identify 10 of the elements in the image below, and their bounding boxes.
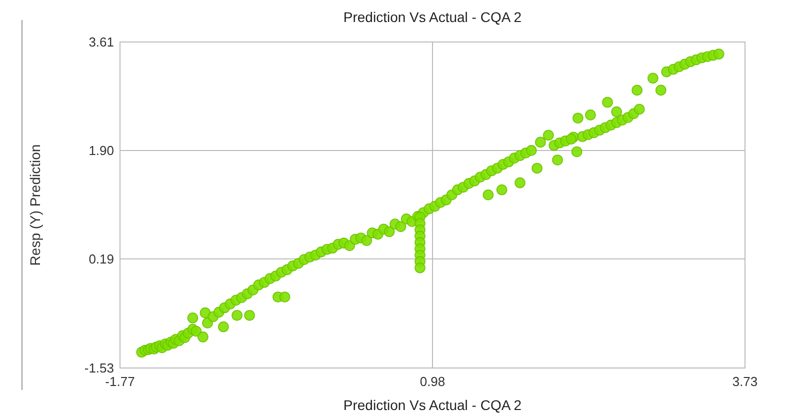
y-tick-label: 1.90: [88, 143, 114, 158]
y-axis-title: Resp (Y) Prediction: [27, 144, 43, 266]
x-tick-label: 3.73: [732, 374, 758, 389]
x-axis-title: Prediction Vs Actual - CQA 2: [343, 397, 522, 413]
y-tick-label: 0.19: [88, 251, 114, 266]
chart-title: Prediction Vs Actual - CQA 2: [343, 9, 522, 25]
y-tick-label: 3.61: [88, 34, 114, 50]
x-tick-label: 0.98: [420, 374, 446, 389]
x-tick-label: -1.77: [105, 374, 135, 389]
y-tick-label: -1.53: [84, 360, 114, 376]
